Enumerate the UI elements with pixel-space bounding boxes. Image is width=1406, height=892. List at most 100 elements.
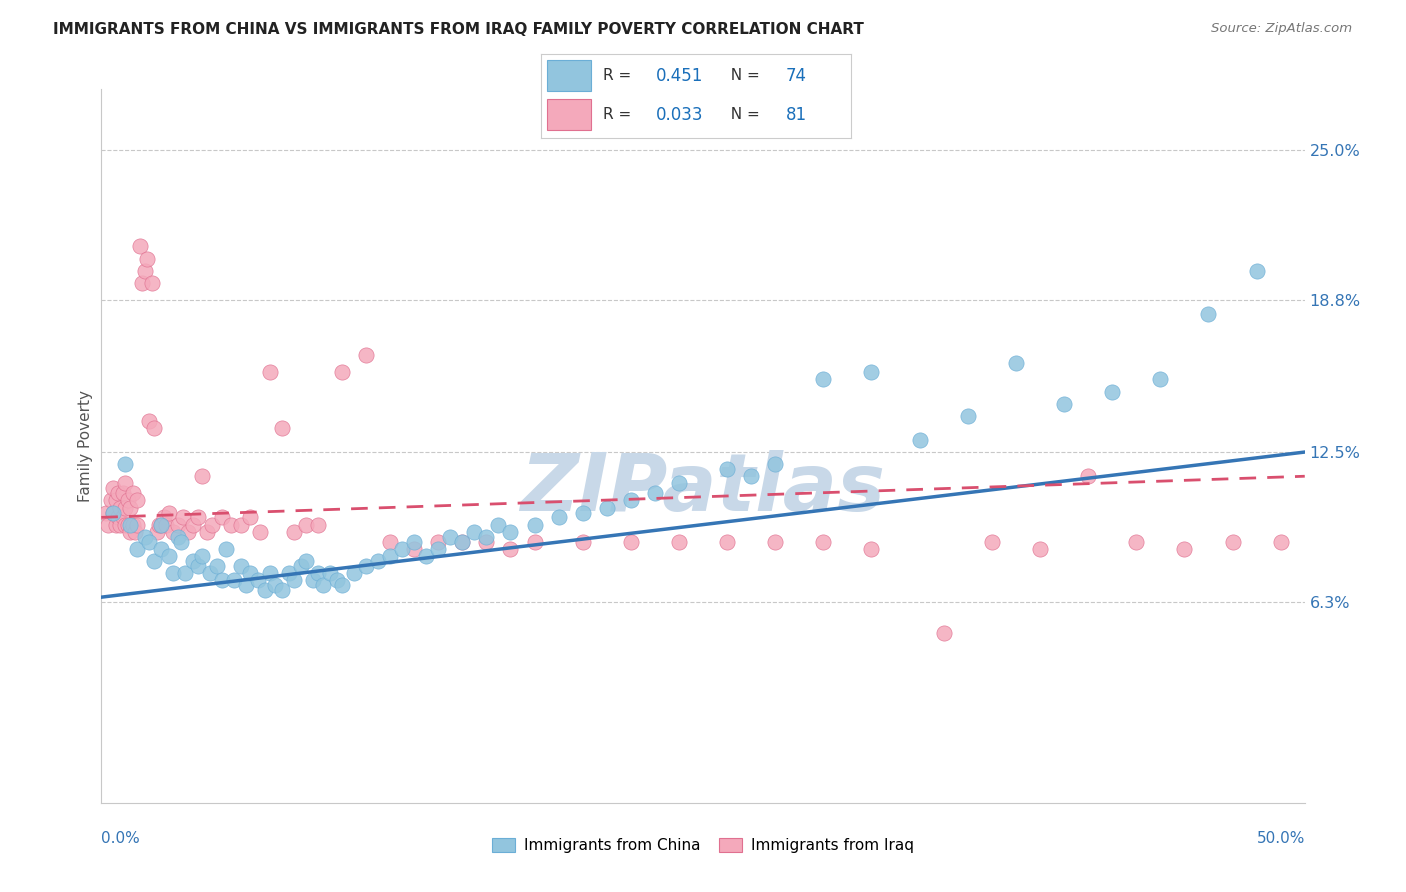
Point (134, 530, 156, 544)
Point (378, 534, 401, 549)
Point (415, 549, 437, 563)
Point (1005, 355, 1028, 369)
Point (283, 524, 305, 539)
Point (860, 541, 883, 556)
Point (211, 574, 233, 588)
Point (486, 517, 509, 532)
Text: N =: N = (721, 107, 765, 122)
Point (229, 558, 252, 573)
Point (295, 517, 318, 532)
Point (162, 524, 184, 539)
Point (114, 476, 136, 491)
Point (571, 534, 593, 549)
Text: R =: R = (603, 68, 637, 83)
Point (404, 541, 426, 556)
Point (571, 506, 593, 520)
Point (302, 574, 325, 588)
Point (167, 517, 190, 532)
Point (427, 534, 450, 549)
Point (932, 626, 955, 640)
Point (1149, 372, 1171, 386)
Point (104, 517, 127, 532)
Point (620, 534, 643, 549)
Point (120, 500, 142, 515)
Point (181, 517, 204, 532)
Point (523, 534, 546, 549)
Point (239, 510, 262, 524)
Point (114, 500, 136, 515)
Point (716, 534, 738, 549)
Point (813, 534, 835, 549)
Point (215, 541, 238, 556)
Point (181, 554, 204, 568)
Point (104, 493, 127, 508)
Point (107, 486, 129, 500)
Point (326, 574, 349, 588)
Text: 0.033: 0.033 (655, 105, 703, 123)
Point (463, 524, 485, 539)
Point (127, 517, 149, 532)
Point (143, 554, 166, 568)
Point (354, 348, 377, 362)
Point (201, 517, 224, 532)
Point (107, 510, 129, 524)
Point (131, 276, 153, 290)
Point (343, 566, 366, 580)
Point (169, 534, 191, 549)
Text: Source: ZipAtlas.com: Source: ZipAtlas.com (1212, 22, 1353, 36)
FancyBboxPatch shape (547, 61, 591, 91)
Point (103, 506, 125, 520)
Point (110, 517, 132, 532)
Point (378, 549, 401, 563)
Point (117, 517, 139, 532)
Text: R =: R = (603, 107, 637, 122)
Point (451, 534, 474, 549)
Point (716, 462, 738, 476)
Point (499, 541, 522, 556)
Legend: Immigrants from China, Immigrants from Iraq: Immigrants from China, Immigrants from I… (486, 831, 920, 859)
Point (668, 476, 690, 491)
FancyBboxPatch shape (547, 99, 591, 130)
Point (150, 517, 173, 532)
Point (956, 409, 979, 423)
Point (391, 541, 413, 556)
Point (813, 372, 835, 386)
Point (198, 566, 221, 580)
Point (229, 517, 252, 532)
Text: 74: 74 (786, 67, 807, 85)
Point (150, 517, 173, 532)
Point (354, 558, 377, 573)
Point (1053, 397, 1076, 411)
Point (259, 365, 281, 379)
Point (259, 566, 281, 580)
Point (103, 506, 125, 520)
Point (1077, 469, 1099, 483)
Point (246, 574, 269, 588)
Point (172, 510, 194, 524)
Point (219, 517, 242, 532)
Point (404, 534, 426, 549)
Point (128, 239, 150, 253)
Point (162, 566, 184, 580)
Point (283, 574, 305, 588)
Point (153, 510, 176, 524)
Point (270, 421, 292, 435)
Point (167, 530, 190, 544)
Point (1029, 541, 1052, 556)
Point (111, 510, 134, 524)
Point (177, 524, 200, 539)
Point (523, 517, 546, 532)
Point (97, 517, 120, 532)
Point (134, 263, 156, 277)
Point (174, 566, 197, 580)
Point (110, 500, 132, 515)
Point (114, 517, 136, 532)
Point (157, 549, 180, 563)
Point (253, 582, 276, 597)
Point (330, 578, 353, 592)
Text: N =: N = (721, 68, 765, 83)
Point (427, 541, 450, 556)
Point (186, 558, 208, 573)
Point (1173, 541, 1195, 556)
Point (120, 524, 142, 539)
